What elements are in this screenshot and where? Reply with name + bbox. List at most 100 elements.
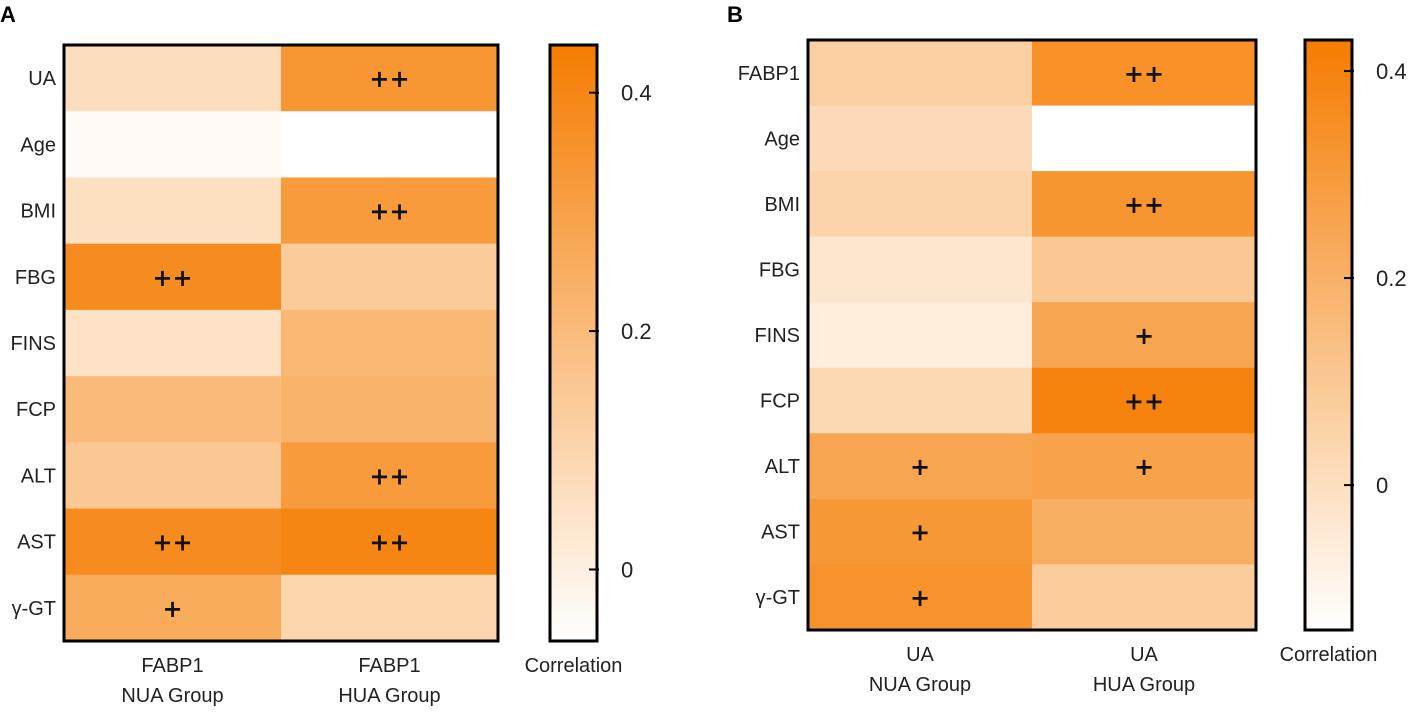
panel-b-row-labels: FABP1 Age BMI FBG FINS FCP ALT AST γ-GT: [738, 63, 800, 609]
heatmap-cell: [808, 40, 1033, 107]
panel-b-label: B: [727, 2, 743, 27]
column-label: NUA Group: [869, 674, 971, 696]
column-label: NUA Group: [121, 685, 223, 707]
panel-b-heatmap: ++++++++ +++: [808, 40, 1257, 631]
row-label: Age: [20, 134, 56, 156]
heatmap-cell: [808, 498, 1033, 565]
colorbar-tick-label: 0: [1376, 473, 1388, 498]
heatmap-cell: [808, 367, 1033, 434]
heatmap-cell: [1032, 498, 1257, 565]
colorbar-tick-label: 0: [621, 557, 633, 582]
row-label: γ-GT: [756, 587, 800, 609]
heatmap-cell: [64, 111, 282, 178]
row-label: FINS: [10, 333, 56, 355]
heatmap-cell: [64, 309, 282, 377]
significance-marker: +: [910, 453, 930, 481]
heatmap-cell: [281, 45, 499, 112]
panel-a-heatmap: ++++++++++ +++: [64, 45, 499, 642]
heatmap-cell: [64, 376, 282, 443]
colorbar-gradient: [1303, 38, 1354, 632]
heatmap-cell: [281, 574, 499, 642]
significance-marker: ++: [152, 264, 192, 292]
row-label: Age: [764, 128, 800, 150]
heatmap-cell: [1032, 433, 1257, 500]
colorbar-tick-label: 0.2: [621, 319, 652, 344]
heatmap-cell: [64, 243, 282, 311]
panel-b: B ++++++++ +++ FABP1AgeBMIFBGFINSFCPALTAS…: [727, 2, 1407, 696]
colorbar-gradient: [548, 43, 599, 643]
row-label: FCP: [760, 391, 800, 413]
row-label: BMI: [764, 194, 800, 216]
column-label: UA: [1130, 644, 1158, 666]
row-label: AST: [17, 532, 56, 554]
significance-marker: +: [910, 519, 930, 547]
heatmap-cell: [1032, 40, 1257, 107]
row-label: γ-GT: [12, 598, 56, 620]
panel-a-label: A: [0, 2, 16, 27]
significance-marker: ++: [369, 198, 409, 226]
colorbar-tick-label: 0.4: [1376, 59, 1407, 84]
panel-b-column-labels: UA NUA Group UA HUA Group: [869, 644, 1195, 696]
panel-b-heatmap-frame: [806, 38, 1258, 632]
heatmap-cell: [281, 243, 499, 311]
column-label: UA: [906, 644, 934, 666]
significance-marker: ++: [369, 529, 409, 557]
row-label: ALT: [765, 456, 800, 478]
panel-a: A ++++++++++ +++ UAAgeBMIFBGFINSFCPALTAST…: [0, 2, 652, 707]
significance-marker: ++: [369, 65, 409, 93]
heatmap-cell: [281, 309, 499, 377]
heatmap-cell: [64, 574, 282, 642]
heatmap-cell: [808, 433, 1033, 500]
row-label: FINS: [754, 325, 800, 347]
column-label: FABP1: [141, 655, 203, 677]
significance-marker: ++: [369, 462, 409, 490]
significance-marker: +: [162, 595, 182, 623]
heatmap-cell: [1032, 105, 1257, 172]
panel-b-colorbar: 0 0.2 0.4 Correlation: [1280, 38, 1407, 666]
column-label: HUA Group: [338, 685, 440, 707]
significance-marker: ++: [1124, 388, 1164, 416]
row-label: FABP1: [738, 63, 800, 85]
column-label: HUA Group: [1093, 674, 1195, 696]
heatmap-cell: [281, 111, 499, 178]
heatmap-cell: [281, 442, 499, 510]
heatmap-cell: [64, 177, 282, 245]
panel-a-heatmap-frame: [62, 43, 500, 643]
row-label: FBG: [15, 267, 56, 289]
heatmap-cell: [1032, 171, 1257, 238]
colorbar-tick-label: 0.4: [621, 81, 652, 106]
heatmap-cell: [1032, 367, 1257, 434]
significance-marker: ++: [1124, 60, 1164, 88]
significance-marker: ++: [152, 529, 192, 557]
panel-a-column-labels: FABP1 NUA Group FABP1 HUA Group: [121, 655, 440, 707]
colorbar-label: Correlation: [525, 655, 623, 677]
significance-marker: +: [1134, 322, 1154, 350]
heatmap-cell: [808, 302, 1033, 369]
row-label: UA: [28, 68, 56, 90]
significance-marker: +: [910, 584, 930, 612]
heatmap-cell: [1032, 564, 1257, 631]
heatmap-cell: [281, 376, 499, 443]
row-label: BMI: [20, 201, 56, 223]
heatmap-cell: [808, 171, 1033, 238]
heatmap-cell: [281, 508, 499, 576]
significance-marker: ++: [1124, 191, 1164, 219]
colorbar-tick-label: 0.2: [1376, 266, 1407, 291]
row-label: AST: [761, 522, 800, 544]
heatmap-cell: [808, 236, 1033, 303]
heatmap-cell: [281, 177, 499, 245]
heatmap-cell: [64, 45, 282, 112]
panel-a-colorbar: 0 0.2 0.4 Correlation: [525, 43, 652, 677]
heatmap-cell: [1032, 302, 1257, 369]
row-label: ALT: [21, 465, 56, 487]
row-label: FCP: [16, 399, 56, 421]
heatmap-cell: [64, 508, 282, 576]
heatmap-cell: [1032, 236, 1257, 303]
significance-marker: +: [1134, 453, 1154, 481]
heatmap-cell: [808, 564, 1033, 631]
colorbar-label: Correlation: [1280, 644, 1378, 666]
row-label: FBG: [759, 259, 800, 281]
heatmap-cell: [64, 442, 282, 510]
panel-a-row-labels: UA Age BMI FBG FINS FCP ALT AST γ-GT: [10, 68, 56, 620]
